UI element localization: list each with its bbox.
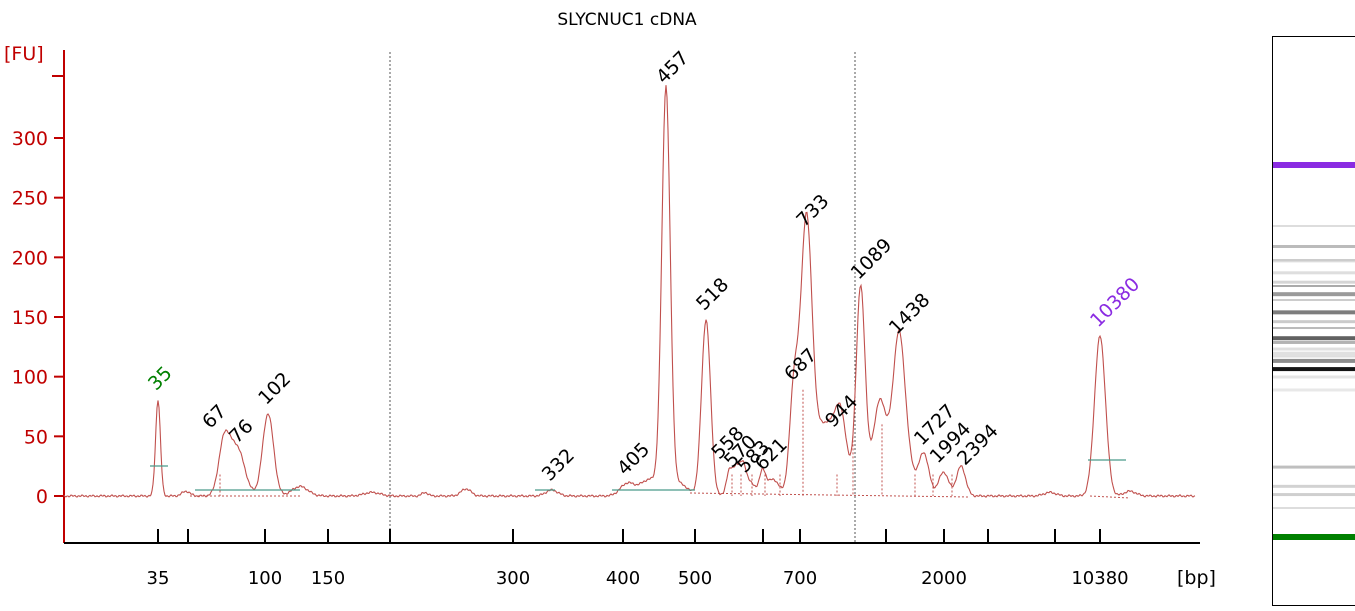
peak-label: 332 — [538, 444, 579, 485]
gridlines — [389, 52, 856, 543]
gel-band — [1273, 336, 1355, 341]
x-axis: 35 100 150 300 400 500 700 2000 10380 — [64, 529, 1200, 589]
peak-label: 405 — [613, 438, 654, 479]
gel-band — [1273, 358, 1355, 363]
y-axis-label: [FU] — [4, 43, 44, 65]
peak-label: 518 — [692, 274, 733, 315]
peak-markers — [219, 389, 953, 496]
x-tick-label: 700 — [783, 568, 817, 589]
peak-label: 733 — [792, 190, 833, 231]
gel-band — [1273, 347, 1355, 351]
gel-band — [1273, 280, 1355, 284]
peak-label: 944 — [821, 391, 862, 432]
gel-band — [1273, 388, 1355, 392]
chart-title: SLYCNUC1 cDNA — [557, 10, 697, 30]
peak-label: 1089 — [847, 234, 897, 284]
y-tick-label: 250 — [12, 188, 48, 210]
gel-band — [1273, 367, 1355, 372]
gel-band — [1273, 320, 1355, 324]
peak-label: 35 — [144, 362, 177, 395]
peak-label: 10380 — [1086, 273, 1144, 331]
gel-band — [1273, 310, 1355, 315]
baseline-dotted — [689, 492, 971, 498]
gel-smear — [1273, 285, 1355, 287]
x-tick-label: 35 — [147, 568, 170, 589]
electropherogram-chart: SLYCNUC1 cDNA [FU] [bp] 0 50 100 150 200 250 3… — [4, 10, 1216, 589]
y-tick-label: 300 — [12, 128, 48, 150]
gel-band — [1273, 534, 1355, 540]
x-axis-label: [bp] — [1177, 567, 1216, 589]
x-tick-label: 10380 — [1071, 568, 1128, 589]
y-tick-label: 0 — [36, 486, 48, 508]
virtual-gel-lane — [1272, 36, 1355, 606]
y-tick-label: 100 — [12, 367, 48, 389]
y-tick-label: 200 — [12, 247, 48, 269]
gel-smear — [1273, 327, 1355, 329]
x-tick-label: 100 — [248, 568, 282, 589]
gel-band — [1273, 465, 1355, 469]
gel-band — [1273, 493, 1355, 497]
y-tick-label: 50 — [24, 426, 48, 448]
x-tick-label: 500 — [678, 568, 712, 589]
peak-label: 102 — [254, 368, 295, 409]
fluorescence-trace — [63, 85, 1196, 499]
gel-band — [1273, 271, 1355, 275]
x-tick-label: 150 — [311, 568, 345, 589]
x-tick-label: 300 — [496, 568, 530, 589]
x-tick-label: 2000 — [921, 568, 967, 589]
gel-smear — [1273, 299, 1355, 301]
gel-smear — [1273, 225, 1355, 227]
gel-band — [1273, 351, 1355, 355]
gel-band — [1273, 162, 1355, 168]
peak-label: 457 — [652, 47, 693, 88]
y-axis: 0 50 100 150 200 250 300 — [12, 50, 65, 543]
gel-smear — [1273, 245, 1355, 248]
peak-label: 67 — [198, 400, 231, 433]
gel-smear — [1273, 507, 1355, 509]
gel-band — [1273, 340, 1355, 344]
gel-band — [1273, 484, 1355, 488]
peak-label: 76 — [225, 415, 258, 448]
gel-band — [1273, 292, 1355, 297]
x-tick-label: 400 — [606, 568, 640, 589]
y-tick-label: 150 — [12, 307, 48, 329]
baseline-dotted — [1089, 495, 1131, 499]
gel-smear — [1273, 259, 1355, 261]
peak-label: 1438 — [885, 289, 935, 339]
trace-line — [63, 85, 1196, 498]
gel-band — [1273, 375, 1355, 379]
